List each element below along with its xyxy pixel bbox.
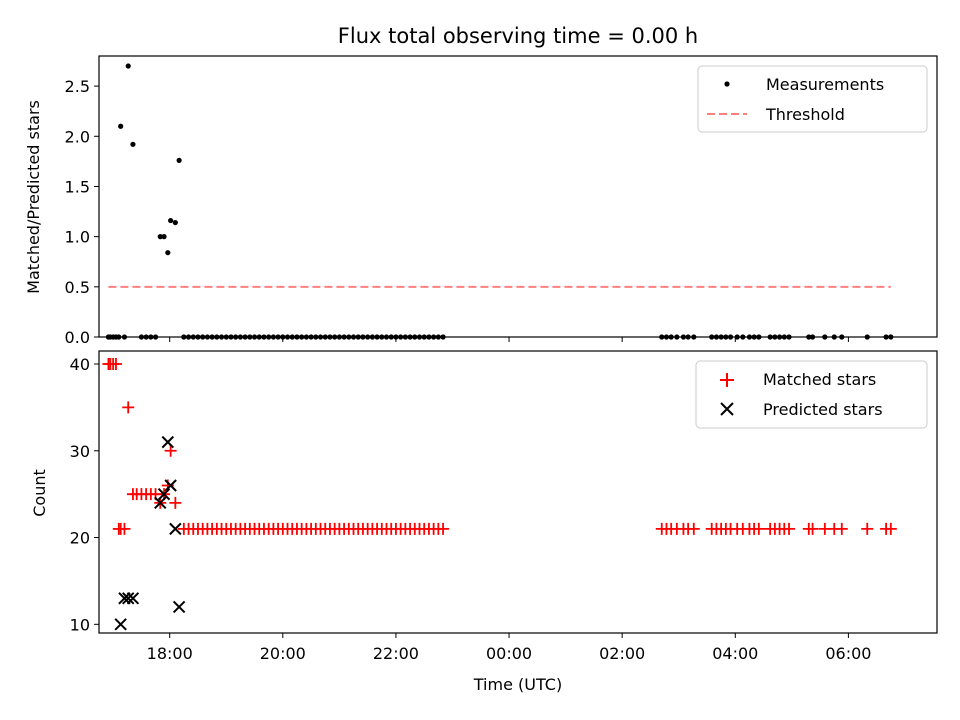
top-y-tick-label: 1.0 (65, 228, 90, 247)
predicted-stars-point (154, 496, 167, 510)
x-tick-label: 06:00 (825, 644, 871, 663)
matched-stars-point (835, 522, 848, 535)
x-tick-label: 18:00 (147, 644, 193, 663)
matched-stars-legend-marker (720, 373, 734, 387)
bottom-panel: Count 10 20 30 40 18:00 20:00 22:00 00:00 02:00 0… (30, 350, 938, 663)
bottom-legend-box (695, 360, 928, 429)
x-tick-label: 00:00 (486, 644, 532, 663)
matched-stars-legend-label: Matched stars (763, 370, 876, 389)
matched-stars-point (752, 522, 765, 535)
predicted-stars-point (157, 487, 171, 501)
predicted-stars-point (114, 618, 127, 631)
matched-stars-point (164, 444, 177, 457)
predicted-stars-legend-label: Predicted stars (763, 400, 883, 419)
matched-stars-point (884, 522, 897, 535)
bottom-panel-ticks: 10 20 30 40 18:00 20:00 22:00 00:00 02:00 04:00 06… (70, 355, 872, 663)
bottom-y-tick-label: 10 (70, 615, 90, 634)
measurement-point (168, 217, 174, 224)
measurement-point (130, 141, 136, 147)
measurement-point (118, 123, 124, 129)
matched-stars-point (118, 522, 131, 535)
bottom-y-tick-label: 20 (70, 529, 90, 548)
x-axis-label: Time (UTC) (473, 675, 562, 694)
matched-stars-point (122, 401, 135, 414)
matched-stars-point (687, 522, 700, 535)
matched-stars-point (169, 496, 182, 509)
predicted-stars-point (126, 592, 140, 605)
predicted-stars-point (169, 522, 182, 536)
threshold-legend-label: Threshold (765, 105, 845, 124)
chart-title: Flux total observing time = 0.00 h (338, 24, 698, 48)
predicted-stars-point (122, 592, 135, 605)
bottom-panel-legend: Matched stars Predicted stars (695, 360, 928, 429)
predicted-stars-point (161, 435, 175, 449)
top-y-tick-label: 1.5 (65, 177, 90, 196)
predicted-stars-point (164, 479, 177, 492)
bottom-y-tick-label: 30 (70, 442, 90, 461)
top-panel-frame (98, 55, 938, 338)
x-tick-label: 20:00 (260, 644, 306, 663)
bottom-y-tick-label: 40 (70, 355, 90, 374)
top-legend-box (697, 65, 928, 133)
measurements-legend-label: Measurements (766, 75, 884, 94)
x-tick-label: 22:00 (373, 644, 419, 663)
x-tick-label: 04:00 (712, 644, 758, 663)
bottom-panel-plot-area (102, 358, 897, 631)
matched-stars-point (109, 358, 122, 371)
measurement-point (125, 63, 131, 69)
top-panel: Matched/Predicted stars 0.0 0.5 1.0 1.5 2.0 2… (24, 55, 938, 347)
bottom-panel-frame (98, 350, 938, 634)
matched-stars-point (783, 522, 796, 535)
matched-stars-point (861, 522, 874, 535)
measurement-point (165, 250, 171, 256)
top-panel-y-axis-label: Matched/Predicted stars (24, 100, 43, 294)
predicted-stars-legend-marker (720, 402, 734, 416)
measurement-point (157, 234, 163, 240)
measurement-point (161, 234, 167, 240)
top-y-tick-label: 2.5 (65, 77, 90, 96)
measurements-legend-marker (724, 81, 730, 87)
measurement-point (176, 157, 182, 163)
predicted-stars-point (172, 600, 186, 614)
top-y-tick-label: 0.0 (65, 328, 90, 347)
bottom-panel-y-axis-label: Count (30, 469, 49, 517)
matched-stars-point (437, 522, 450, 535)
top-panel-legend: Measurements Threshold (697, 65, 928, 133)
top-y-tick-label: 2.0 (65, 127, 90, 146)
measurement-point (172, 219, 178, 226)
x-tick-label: 02:00 (599, 644, 645, 663)
matched-stars-point (806, 522, 819, 535)
top-y-tick-label: 0.5 (65, 278, 90, 297)
